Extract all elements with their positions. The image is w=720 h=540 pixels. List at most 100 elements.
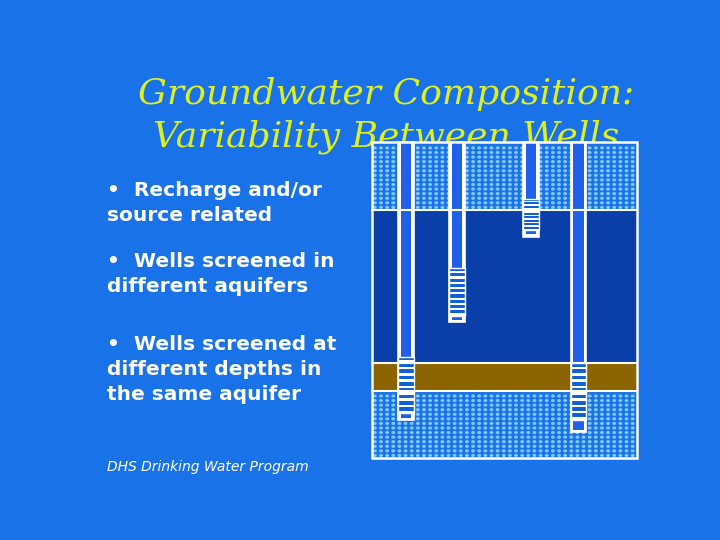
Circle shape (607, 152, 609, 153)
Circle shape (558, 400, 560, 401)
Circle shape (576, 422, 579, 424)
Circle shape (521, 436, 523, 438)
Circle shape (588, 455, 591, 456)
Circle shape (600, 170, 603, 172)
Circle shape (552, 404, 554, 406)
Circle shape (534, 418, 536, 420)
Circle shape (515, 202, 517, 204)
Circle shape (386, 174, 388, 176)
Circle shape (503, 170, 505, 172)
Circle shape (619, 156, 621, 158)
Circle shape (496, 413, 499, 415)
Circle shape (441, 202, 444, 204)
Circle shape (417, 409, 419, 410)
Circle shape (429, 436, 431, 438)
Circle shape (405, 202, 407, 204)
Circle shape (539, 427, 542, 429)
Circle shape (558, 152, 560, 153)
Circle shape (613, 156, 616, 158)
Circle shape (429, 206, 431, 208)
Bar (372, 392, 637, 458)
Circle shape (515, 436, 517, 438)
Circle shape (564, 184, 567, 185)
Circle shape (576, 404, 579, 406)
Circle shape (515, 400, 517, 401)
Circle shape (546, 413, 548, 415)
Circle shape (496, 152, 499, 153)
Circle shape (441, 395, 444, 397)
Circle shape (564, 202, 567, 204)
Circle shape (631, 184, 634, 185)
Circle shape (619, 147, 621, 149)
Circle shape (405, 184, 407, 185)
Circle shape (392, 446, 395, 447)
Circle shape (631, 404, 634, 406)
Circle shape (558, 147, 560, 149)
Circle shape (484, 161, 487, 163)
Circle shape (398, 446, 400, 447)
Circle shape (417, 147, 419, 149)
Circle shape (508, 441, 511, 443)
Circle shape (459, 446, 462, 447)
Circle shape (447, 206, 450, 208)
Circle shape (435, 147, 438, 149)
Circle shape (386, 202, 388, 204)
Circle shape (558, 184, 560, 185)
Circle shape (534, 450, 536, 452)
Circle shape (374, 427, 376, 429)
Text: •  Recharge and/or
source related: • Recharge and/or source related (107, 181, 322, 225)
Circle shape (423, 395, 426, 397)
Circle shape (521, 179, 523, 181)
Circle shape (429, 170, 431, 172)
Circle shape (527, 422, 529, 424)
Circle shape (534, 165, 536, 167)
Circle shape (472, 427, 474, 429)
Circle shape (582, 441, 585, 443)
Circle shape (558, 202, 560, 204)
Circle shape (405, 206, 407, 208)
Circle shape (459, 455, 462, 456)
Circle shape (613, 170, 616, 172)
Circle shape (625, 179, 628, 181)
Circle shape (625, 193, 628, 194)
Circle shape (619, 179, 621, 181)
Circle shape (503, 413, 505, 415)
Circle shape (613, 427, 616, 429)
Circle shape (441, 170, 444, 172)
Circle shape (379, 184, 382, 185)
Circle shape (374, 188, 376, 190)
Circle shape (490, 165, 492, 167)
Circle shape (607, 409, 609, 410)
Circle shape (631, 409, 634, 410)
Circle shape (410, 400, 413, 401)
Bar (398, 360, 414, 363)
Circle shape (398, 147, 400, 149)
Circle shape (423, 450, 426, 452)
Circle shape (631, 395, 634, 397)
Circle shape (392, 202, 395, 204)
Bar (523, 211, 539, 213)
Circle shape (472, 413, 474, 415)
Circle shape (521, 188, 523, 190)
Circle shape (392, 179, 395, 181)
Circle shape (552, 413, 554, 415)
Circle shape (558, 395, 560, 397)
Circle shape (631, 400, 634, 401)
Circle shape (459, 427, 462, 429)
Circle shape (625, 152, 628, 153)
Circle shape (631, 202, 634, 204)
Circle shape (576, 147, 579, 149)
Circle shape (613, 395, 616, 397)
Circle shape (478, 441, 480, 443)
Circle shape (459, 184, 462, 185)
Circle shape (441, 446, 444, 447)
Circle shape (625, 170, 628, 172)
Circle shape (423, 400, 426, 401)
Circle shape (398, 165, 400, 167)
Circle shape (527, 418, 529, 420)
Bar (451, 141, 462, 320)
Circle shape (386, 147, 388, 149)
Circle shape (478, 431, 480, 434)
Circle shape (576, 400, 579, 401)
Circle shape (429, 409, 431, 410)
